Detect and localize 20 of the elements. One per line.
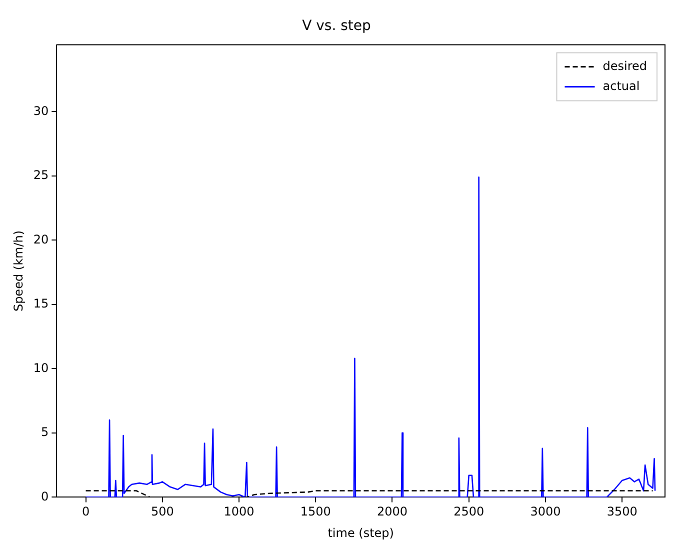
x-tick-label: 2500 <box>454 504 484 519</box>
x-tick-label: 3000 <box>530 504 561 519</box>
x-tick-label: 2000 <box>376 504 408 519</box>
x-tick-label: 500 <box>150 504 174 519</box>
y-axis-title: Speed (km/h) <box>11 230 26 312</box>
x-tick-label: 0 <box>82 504 90 519</box>
x-tick-label: 3500 <box>606 504 638 519</box>
y-tick-label: 10 <box>33 360 49 375</box>
legend-label: actual <box>602 78 640 93</box>
y-tick-label: 15 <box>33 296 49 311</box>
y-tick-label: 5 <box>41 425 49 440</box>
chart-title: V vs. step <box>302 18 372 34</box>
y-tick-label: 30 <box>33 104 49 118</box>
legend-label: desired <box>602 58 648 73</box>
x-tick-label: 1500 <box>300 504 331 519</box>
y-tick-label: 25 <box>33 168 49 182</box>
x-axis-title: time (step) <box>328 526 394 540</box>
x-tick-label: 1000 <box>224 504 254 519</box>
y-tick-label: 20 <box>33 232 49 246</box>
y-tick-label: 0 <box>41 489 49 504</box>
